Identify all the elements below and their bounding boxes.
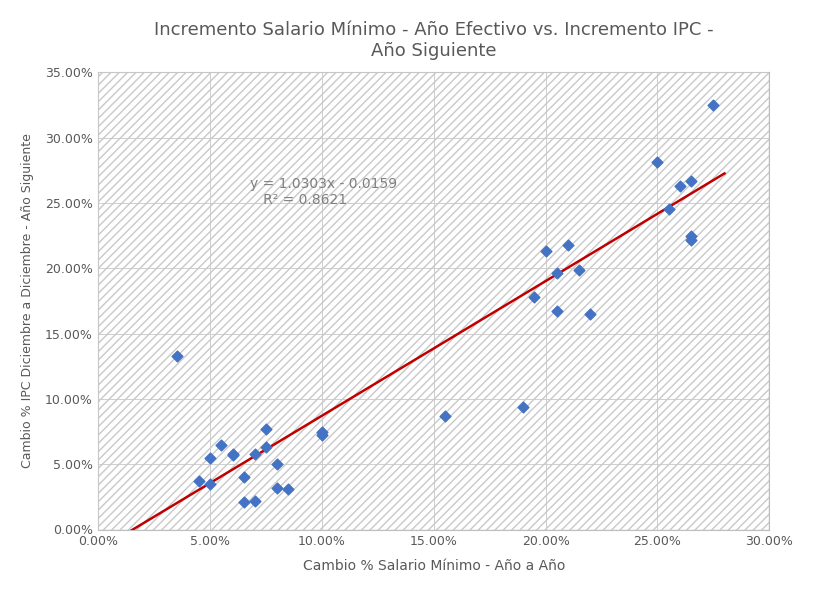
Point: [707, 100, 720, 110]
X-axis label: Cambio % Salario Mínimo - Año a Año: Cambio % Salario Mínimo - Año a Año: [303, 559, 565, 573]
Point: [550, 307, 563, 316]
Point: [662, 205, 675, 214]
Point: [282, 484, 295, 494]
Point: [271, 459, 284, 469]
Point: [271, 483, 284, 492]
Point: [550, 268, 563, 278]
Point: [673, 181, 686, 191]
Title: Incremento Salario Mínimo - Año Efectivo vs. Incremento IPC -
Año Siguiente: Incremento Salario Mínimo - Año Efectivo…: [154, 21, 714, 59]
Point: [685, 231, 698, 241]
Point: [204, 453, 217, 462]
Point: [316, 431, 329, 440]
Point: [651, 157, 664, 167]
Point: [584, 309, 597, 319]
Point: [204, 479, 217, 488]
Point: [316, 426, 329, 436]
Point: [237, 472, 250, 482]
Point: [572, 265, 585, 274]
Point: [528, 292, 541, 302]
Point: [237, 497, 250, 507]
Point: [260, 443, 273, 452]
Point: [685, 235, 698, 244]
Point: [226, 449, 239, 459]
Point: [562, 240, 575, 249]
Point: [192, 476, 205, 486]
Point: [248, 496, 261, 505]
Point: [439, 411, 452, 421]
Y-axis label: Cambio % IPC Diciembre a Diciembre - Año Siguiente: Cambio % IPC Diciembre a Diciembre - Año…: [21, 134, 34, 468]
Point: [215, 440, 228, 449]
Point: [685, 176, 698, 185]
Point: [170, 351, 183, 361]
Point: [226, 450, 239, 460]
Point: [539, 247, 552, 256]
Point: [248, 449, 261, 459]
Text: y = 1.0303x - 0.0159
   R² = 0.8621: y = 1.0303x - 0.0159 R² = 0.8621: [251, 177, 397, 207]
Point: [517, 402, 530, 412]
Point: [260, 424, 273, 434]
